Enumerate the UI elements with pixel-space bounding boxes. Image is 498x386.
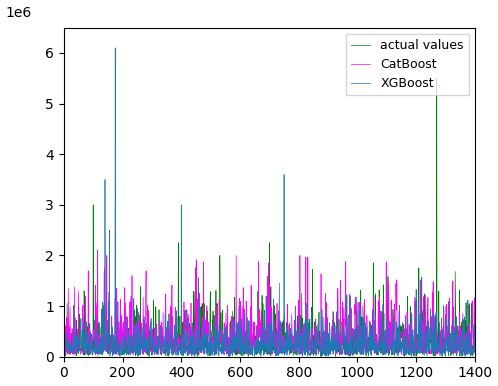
- Line: XGBoost: XGBoost: [64, 48, 475, 356]
- CatBoost: [251, 336, 257, 340]
- XGBoost: [251, 344, 257, 348]
- XGBoost: [472, 348, 478, 352]
- XGBoost: [395, 328, 401, 332]
- CatBoost: [466, 348, 472, 352]
- actual values: [161, 344, 167, 349]
- Line: actual values: actual values: [64, 78, 475, 356]
- CatBoost: [472, 339, 478, 344]
- CatBoost: [161, 334, 167, 339]
- XGBoost: [203, 331, 209, 336]
- actual values: [394, 325, 400, 330]
- actual values: [434, 76, 440, 81]
- actual values: [203, 339, 209, 344]
- XGBoost: [117, 354, 123, 359]
- CatBoost: [277, 342, 283, 347]
- actual values: [466, 352, 472, 356]
- actual values: [251, 337, 257, 342]
- Line: CatBoost: CatBoost: [64, 251, 475, 354]
- CatBoost: [62, 352, 68, 357]
- actual values: [146, 354, 152, 359]
- CatBoost: [395, 340, 401, 345]
- actual values: [61, 347, 67, 352]
- XGBoost: [277, 344, 283, 348]
- Text: 1e6: 1e6: [5, 5, 32, 20]
- XGBoost: [466, 347, 472, 352]
- XGBoost: [161, 351, 167, 356]
- CatBoost: [203, 340, 209, 344]
- CatBoost: [95, 248, 101, 253]
- CatBoost: [61, 334, 67, 338]
- XGBoost: [61, 347, 67, 351]
- XGBoost: [112, 46, 118, 50]
- actual values: [472, 336, 478, 340]
- Legend: actual values, CatBoost, XGBoost: actual values, CatBoost, XGBoost: [347, 34, 469, 95]
- actual values: [277, 323, 283, 327]
